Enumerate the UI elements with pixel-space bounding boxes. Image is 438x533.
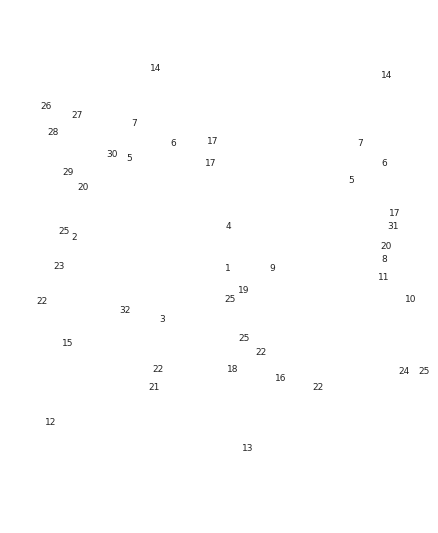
Text: 7: 7: [131, 119, 137, 128]
Text: 8: 8: [380, 255, 386, 264]
Text: 4: 4: [225, 222, 230, 231]
Text: 22: 22: [255, 348, 266, 357]
Text: 27: 27: [71, 110, 82, 119]
Text: 14: 14: [380, 71, 391, 80]
Text: 25: 25: [224, 295, 236, 304]
Text: 25: 25: [417, 367, 428, 376]
Text: 25: 25: [58, 227, 69, 236]
Text: 5: 5: [126, 155, 132, 164]
Text: 6: 6: [380, 159, 386, 168]
Text: 13: 13: [242, 444, 253, 453]
Text: 30: 30: [106, 150, 117, 159]
Text: 2: 2: [72, 233, 77, 243]
Text: 17: 17: [207, 137, 218, 146]
Text: 20: 20: [380, 242, 391, 251]
Text: 15: 15: [62, 339, 74, 348]
Text: 11: 11: [378, 273, 389, 282]
Text: 1: 1: [225, 264, 231, 273]
Text: 3: 3: [159, 314, 165, 324]
Text: 24: 24: [397, 367, 409, 376]
Text: 6: 6: [170, 139, 176, 148]
Text: 26: 26: [40, 102, 52, 111]
Text: 28: 28: [47, 128, 58, 137]
Text: 9: 9: [268, 264, 275, 273]
Text: 23: 23: [53, 262, 65, 271]
Text: 20: 20: [78, 183, 89, 192]
Text: 14: 14: [150, 64, 161, 74]
Text: 22: 22: [152, 365, 163, 374]
Text: 17: 17: [205, 159, 216, 168]
Text: 31: 31: [386, 222, 398, 231]
Text: 12: 12: [45, 418, 56, 427]
Text: 18: 18: [226, 365, 238, 374]
Text: 17: 17: [389, 209, 400, 219]
Text: 19: 19: [237, 286, 249, 295]
Text: 7: 7: [356, 139, 362, 148]
Text: 29: 29: [62, 167, 74, 176]
Text: 21: 21: [148, 383, 159, 392]
Text: 22: 22: [312, 383, 323, 392]
Text: 16: 16: [275, 374, 286, 383]
Text: 10: 10: [404, 295, 415, 304]
Text: 22: 22: [36, 297, 47, 306]
Text: 5: 5: [347, 176, 353, 185]
Text: 25: 25: [237, 334, 249, 343]
Text: 32: 32: [119, 306, 131, 315]
